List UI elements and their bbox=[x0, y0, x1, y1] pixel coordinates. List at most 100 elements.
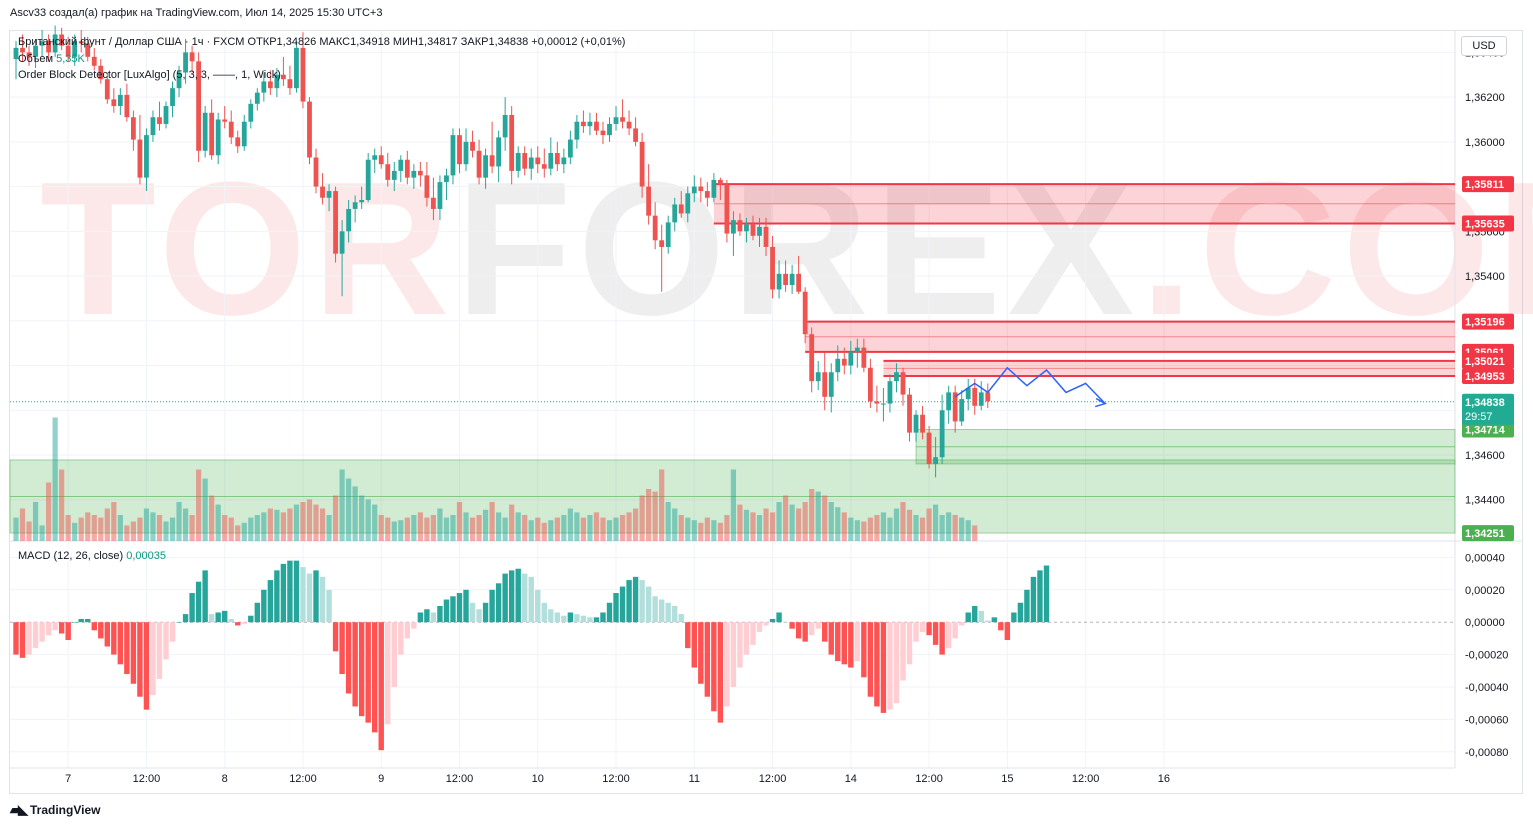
macd-histogram-bar bbox=[769, 618, 776, 623]
macd-histogram-bar bbox=[228, 618, 234, 623]
candle-body bbox=[189, 52, 195, 62]
volume-bar bbox=[893, 508, 900, 541]
candle-body bbox=[965, 387, 971, 400]
volume-bar bbox=[52, 417, 58, 541]
macd-histogram-bar bbox=[202, 570, 208, 623]
macd-histogram-bar bbox=[489, 589, 495, 623]
macd-histogram-bar bbox=[208, 614, 215, 623]
indicator-legend[interactable]: Order Block Detector [LuxAlgo] (5, 3, 3,… bbox=[18, 69, 281, 81]
macd-histogram-bar bbox=[639, 580, 645, 623]
macd-histogram-bar bbox=[267, 580, 274, 623]
volume-legend[interactable]: Объем 5,35K bbox=[18, 53, 85, 65]
volume-bar bbox=[554, 517, 560, 541]
candle-body bbox=[835, 358, 841, 373]
volume-bar bbox=[906, 509, 913, 541]
tradingview-logo[interactable]: ▰◣ TradingView bbox=[10, 802, 100, 818]
bear-block-price-label-bg bbox=[1462, 176, 1514, 193]
candle-body bbox=[750, 224, 756, 236]
macd-histogram-bar bbox=[985, 620, 991, 623]
candle-body bbox=[254, 92, 260, 104]
volume-bar bbox=[724, 515, 730, 541]
candle-body bbox=[770, 246, 775, 290]
candle-body bbox=[463, 141, 469, 165]
bull-block-price-label-bg bbox=[1462, 421, 1514, 438]
candle-body bbox=[567, 139, 573, 158]
candle-body bbox=[235, 137, 241, 147]
volume-bar bbox=[861, 521, 867, 541]
candle-body bbox=[822, 372, 828, 397]
volume-bar bbox=[313, 504, 319, 541]
candle-body bbox=[672, 204, 678, 223]
candle-body bbox=[587, 121, 593, 127]
macd-histogram-bar bbox=[235, 622, 241, 626]
macd-histogram-bar bbox=[222, 610, 228, 623]
volume-bar bbox=[339, 469, 345, 541]
macd-histogram-bar bbox=[913, 622, 919, 642]
macd-histogram-bar bbox=[169, 622, 176, 642]
macd-histogram-bar bbox=[215, 612, 221, 623]
candle-body bbox=[887, 381, 893, 404]
candle-body bbox=[900, 372, 906, 395]
bear-block-price-label: 1,35021 bbox=[1465, 356, 1505, 368]
brand-name: TradingView bbox=[30, 803, 101, 817]
volume-legend-label: Объем bbox=[18, 53, 54, 65]
bear-block-price-label: 1,35811 bbox=[1465, 179, 1504, 191]
macd-histogram-bar bbox=[535, 589, 541, 623]
volume-bar bbox=[235, 525, 241, 541]
macd-histogram-bar bbox=[541, 602, 547, 623]
macd-histogram-bar bbox=[430, 612, 437, 623]
last-price-tag bbox=[1462, 393, 1514, 425]
volume-bar bbox=[822, 495, 828, 541]
candle-body bbox=[326, 191, 332, 198]
macd-histogram-bar bbox=[143, 622, 150, 710]
currency-button[interactable]: USD bbox=[1461, 36, 1507, 56]
volume-bar bbox=[835, 507, 841, 541]
macd-histogram-bar bbox=[176, 622, 182, 623]
volume-bar bbox=[737, 504, 743, 541]
volume-bar bbox=[176, 502, 182, 541]
macd-legend[interactable]: MACD (12, 26, close) 0,00035 bbox=[18, 550, 166, 562]
macd-histogram-bar bbox=[378, 622, 384, 751]
candle-body bbox=[907, 394, 912, 433]
volume-bar bbox=[880, 512, 887, 541]
candle-body bbox=[920, 414, 925, 433]
volume-bar bbox=[626, 512, 632, 541]
time-axis-label: 12:00 bbox=[446, 773, 474, 785]
macd-histogram-bar bbox=[685, 622, 691, 649]
volume-bar bbox=[613, 517, 619, 541]
candle-body bbox=[320, 186, 325, 198]
volume-bar bbox=[874, 515, 880, 541]
macd-histogram-bar bbox=[98, 622, 104, 639]
macd-histogram-bar bbox=[482, 602, 489, 623]
candle-body bbox=[144, 135, 149, 178]
volume-bar bbox=[196, 469, 202, 541]
macd-histogram-bar bbox=[502, 573, 508, 623]
volume-bar bbox=[522, 515, 528, 541]
volume-bar bbox=[332, 495, 339, 541]
volume-legend-value: 5,35K bbox=[56, 53, 85, 65]
macd-histogram-bar bbox=[672, 606, 678, 623]
bear-block-price-label-bg bbox=[1462, 368, 1514, 385]
macd-histogram-bar bbox=[19, 622, 26, 658]
candle-layer bbox=[13, 25, 991, 478]
macd-legend-value: 0,00035 bbox=[126, 550, 166, 562]
macd-histogram-bar bbox=[274, 570, 280, 623]
volume-bar bbox=[489, 502, 495, 541]
symbol-legend[interactable]: Британский фунт / Доллар США · 1ч · FXCM… bbox=[18, 36, 626, 48]
volume-bar bbox=[580, 517, 587, 541]
volume-bar bbox=[189, 515, 195, 541]
macd-histogram-bar bbox=[65, 622, 71, 641]
macd-histogram-bar bbox=[358, 622, 365, 717]
macd-histogram-bar bbox=[456, 593, 463, 623]
volume-bar bbox=[19, 508, 26, 541]
candle-body bbox=[365, 159, 371, 200]
macd-histogram-bar bbox=[300, 567, 306, 623]
volume-bar bbox=[867, 517, 873, 541]
volume-bar bbox=[437, 508, 443, 541]
macd-histogram-bar bbox=[71, 622, 78, 623]
volume-bar bbox=[111, 502, 117, 541]
candle-body bbox=[978, 392, 984, 406]
candle-body bbox=[515, 153, 521, 171]
bear-block-price-label-bg bbox=[1462, 313, 1514, 330]
